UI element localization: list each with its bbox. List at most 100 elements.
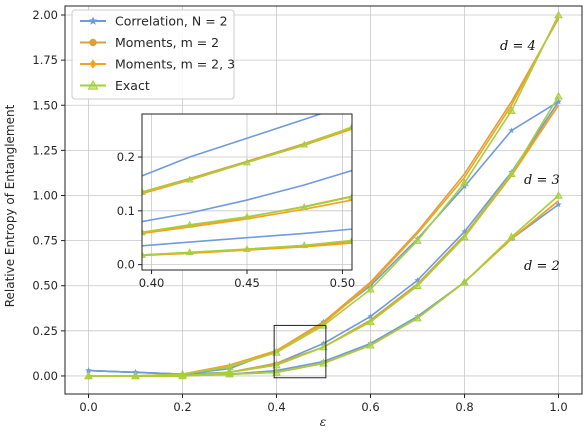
x-tick-label: 0.8 (455, 400, 473, 414)
y-tick-label: 1.75 (32, 53, 58, 67)
inset-data-point (348, 236, 352, 244)
data-point (366, 284, 375, 293)
inset-data-point (142, 250, 146, 258)
x-tick-label: 0.2 (173, 400, 191, 414)
inset-frame (141, 113, 353, 271)
inset-y-tick-label: 0.1 (117, 204, 135, 218)
data-point (461, 183, 468, 190)
inset-x-tick-label: 0.50 (330, 276, 356, 290)
inset-series-line (142, 114, 323, 177)
data-point (413, 236, 422, 244)
data-point (413, 281, 422, 289)
inset-data-point (300, 140, 309, 148)
inset-chart: 0.40 0.45 0.50 0.0 0.1 0.2 (117, 113, 356, 290)
y-tick-label: 0.75 (32, 234, 58, 248)
inset-series (142, 192, 352, 236)
inset-axis-ticks: 0.40 0.45 0.50 0.0 0.1 0.2 (117, 150, 356, 290)
axis-ticks: 0.0 0.2 0.4 0.6 0.8 1.0 0.00 0.25 0.50 0.75 1.00 1.… (32, 8, 567, 414)
y-tick-label: 1.50 (32, 98, 58, 112)
data-point (367, 313, 374, 319)
inset-data-point (185, 220, 194, 228)
data-point (507, 169, 516, 178)
inset-data-point (243, 212, 251, 220)
legend-label: Exact (115, 78, 150, 93)
inset-series (142, 114, 323, 177)
inset-y-tick-label: 0.0 (117, 258, 135, 272)
data-point (413, 313, 422, 322)
inset-data-point (300, 241, 309, 249)
inset-series-layer (142, 114, 352, 258)
data-point (555, 201, 562, 208)
data-point (460, 178, 469, 187)
data-point (131, 371, 140, 380)
legend-entry: Exact (80, 78, 150, 93)
annotations: d = 4 d = 3 d = 2 (500, 39, 560, 274)
data-point (554, 191, 563, 199)
inset-y-tick-label: 0.2 (117, 150, 135, 164)
y-tick-label: 2.00 (32, 8, 58, 22)
inset-series (142, 169, 352, 223)
data-point (319, 358, 328, 367)
data-point (272, 348, 281, 356)
x-tick-label: 0.4 (267, 400, 285, 414)
legend-marker (89, 38, 97, 47)
inset-series-line (142, 169, 352, 223)
inset-grid (142, 114, 352, 270)
inset-data-point (185, 248, 194, 256)
legend-label: Moments, m = 2 (115, 35, 219, 50)
inset-series (142, 122, 352, 195)
plot-frame (64, 5, 583, 395)
x-tick-label: 1.0 (549, 400, 567, 414)
y-axis-label: Relative Entropy of Entanglement (3, 104, 17, 307)
annotation-d2: d = 2 (524, 259, 560, 274)
legend-marker (89, 59, 97, 69)
data-point (178, 371, 187, 380)
zoom-region-box (273, 324, 327, 379)
data-point (507, 106, 516, 114)
legend-label: Correlation, N = 2 (115, 14, 228, 29)
inset-data-point (300, 203, 309, 210)
inset-series (142, 228, 352, 247)
data-point (554, 10, 563, 19)
y-tick-label: 0.50 (32, 279, 58, 293)
series-d=2-exact (84, 191, 563, 380)
legend: Correlation, N = 2 Moments, m = 2 Moments,… (71, 9, 235, 100)
data-point (272, 367, 281, 376)
y-tick-label: 0.25 (32, 324, 58, 338)
inset-x-tick-label: 0.45 (234, 276, 260, 290)
x-tick-label: 0.6 (361, 400, 379, 414)
y-tick-label: 1.00 (32, 188, 58, 202)
legend-entry: Moments, m = 2, 3 (80, 57, 235, 72)
inset-series (142, 236, 352, 258)
data-point (84, 371, 93, 380)
data-point (366, 317, 375, 326)
inset-data-point (243, 244, 251, 252)
x-axis-label: ε (320, 415, 326, 429)
data-point (555, 98, 562, 105)
data-point (460, 277, 469, 286)
legend-box (71, 9, 235, 100)
data-point (85, 367, 92, 374)
legend-entry: Correlation, N = 2 (80, 14, 228, 29)
x-tick-label: 0.0 (79, 400, 97, 414)
data-point (508, 127, 515, 134)
inset-data-point (142, 187, 146, 195)
data-point (554, 91, 563, 100)
legend-entry: Moments, m = 2 (80, 35, 219, 50)
inset-data-point (348, 122, 352, 130)
annotation-d4: d = 4 (500, 39, 536, 54)
legend-marker (87, 79, 99, 90)
data-point (319, 342, 328, 351)
inset-data-point (185, 175, 194, 183)
data-point (272, 360, 281, 369)
inset-x-tick-label: 0.40 (139, 276, 165, 290)
inset-series-line (142, 228, 352, 247)
annotation-d3: d = 3 (524, 173, 560, 188)
data-point (225, 369, 234, 378)
legend-label: Moments, m = 2, 3 (115, 57, 235, 72)
inset-data-point (348, 192, 352, 200)
inset-data-point (142, 228, 146, 236)
data-point (507, 232, 516, 241)
legend-marker (88, 16, 98, 25)
